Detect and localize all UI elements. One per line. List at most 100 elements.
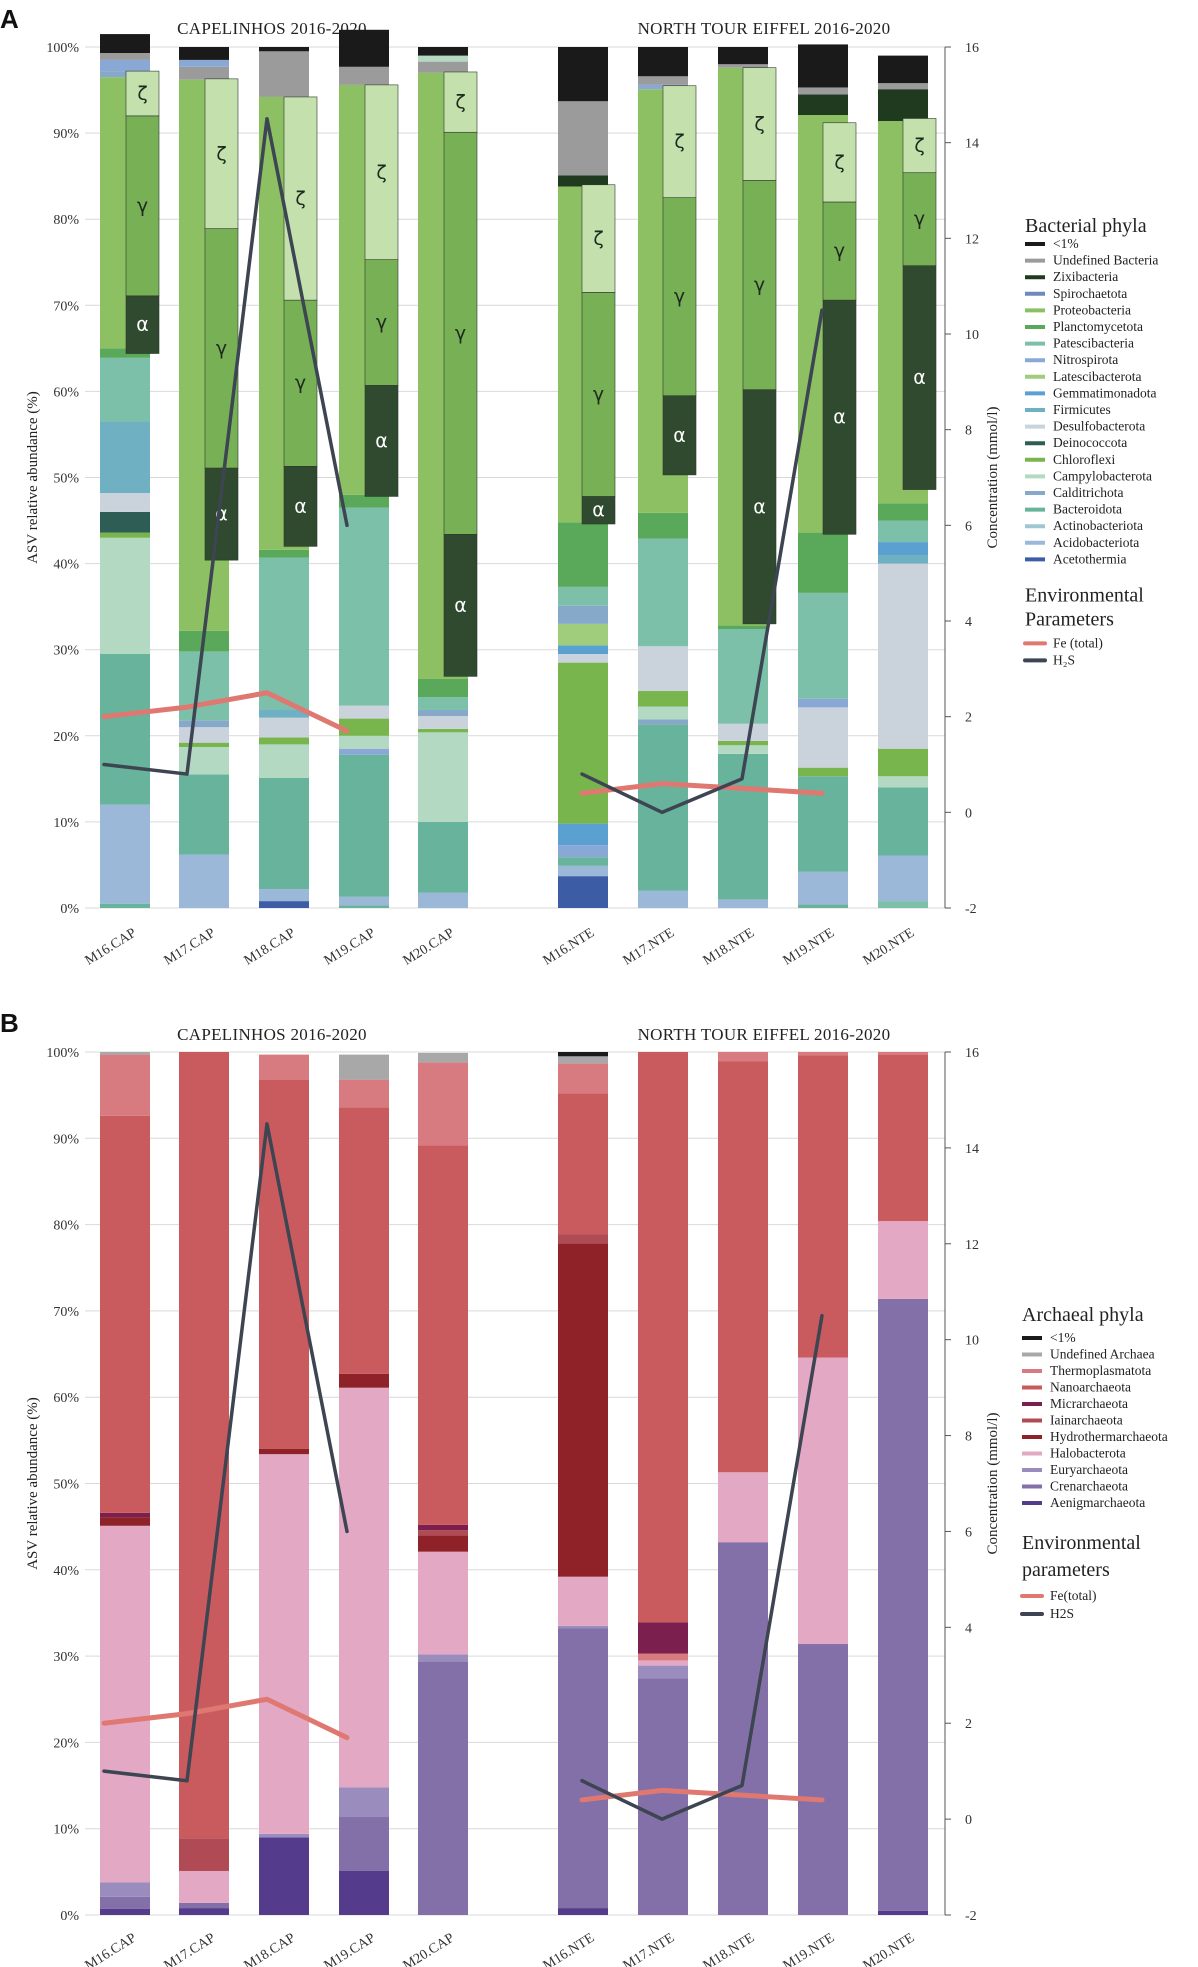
class-segment xyxy=(125,70,160,117)
proteobacteria-classes: α γ ζ xyxy=(662,85,697,476)
y2-tick-label: 12 xyxy=(965,232,979,247)
bar-segment xyxy=(558,101,608,176)
class-label: γ xyxy=(137,195,148,217)
class-label: ζ xyxy=(455,91,465,113)
bar-segment xyxy=(100,34,150,54)
bar-segment xyxy=(339,748,389,755)
class-label: γ xyxy=(455,322,466,344)
bar-segment xyxy=(339,754,389,897)
class-segment xyxy=(581,184,616,293)
legend-label: Acidobacteriota xyxy=(1053,535,1139,550)
group-title: NORTH TOUR EIFFEL 2016-2020 xyxy=(638,1025,891,1044)
panel-letter: B xyxy=(0,1008,19,1038)
bar-segment xyxy=(418,697,468,710)
bar-segment xyxy=(638,1678,688,1915)
bar-segment xyxy=(100,1115,150,1513)
bar-segment xyxy=(259,1448,309,1455)
bar-segment xyxy=(259,709,309,718)
bar-segment xyxy=(878,1221,928,1299)
y-tick-label: 20% xyxy=(53,1736,79,1751)
y-tick-label: 70% xyxy=(53,299,79,314)
bar-segment xyxy=(558,605,608,624)
bar-segment xyxy=(798,707,848,768)
class-segment xyxy=(283,466,318,547)
bar-segment xyxy=(558,522,608,587)
y-axis-label: ASV relative abundance (%) xyxy=(25,1397,41,1570)
class-label: γ xyxy=(914,208,925,230)
bar-segment xyxy=(878,1052,928,1055)
y2-tick-label: 16 xyxy=(965,1046,979,1061)
bar-segment xyxy=(339,1787,389,1817)
bar-segment xyxy=(558,662,608,824)
y-tick-label: 100% xyxy=(46,41,79,56)
x-tick-label: M18.NTE xyxy=(701,1931,757,1967)
bar-segment xyxy=(558,1052,608,1057)
legend-label: Thermoplasmatota xyxy=(1050,1363,1151,1378)
bar-m16-cap xyxy=(100,1052,150,1915)
class-label: α xyxy=(375,430,388,452)
bar-segment xyxy=(558,175,608,187)
legend-label: Euryarchaeota xyxy=(1050,1462,1128,1477)
bar-segment xyxy=(558,47,608,102)
series-line xyxy=(579,781,825,796)
bar-segment xyxy=(638,76,688,85)
bar-segment xyxy=(878,776,928,788)
bar-segment xyxy=(100,1525,150,1883)
class-segment xyxy=(581,292,616,497)
y2-tick-label: 12 xyxy=(965,1238,979,1253)
class-segment xyxy=(443,131,478,535)
bar-segment xyxy=(418,55,468,62)
class-label: α xyxy=(294,495,307,517)
bar-segment xyxy=(339,66,389,85)
bar-segment xyxy=(100,903,150,908)
bar-segment xyxy=(259,737,309,745)
class-label: ζ xyxy=(834,151,844,173)
y-tick-label: 20% xyxy=(53,730,79,745)
bar-segment xyxy=(798,767,848,777)
bar-segment xyxy=(718,1052,768,1062)
bar-segment xyxy=(339,494,389,508)
proteobacteria-classes: α γ ζ xyxy=(443,71,478,677)
bar-segment xyxy=(418,1661,468,1915)
bar-segment xyxy=(878,787,928,856)
bar-segment xyxy=(878,748,928,777)
legend-label: Undefined Bacteria xyxy=(1053,253,1158,268)
bar-segment xyxy=(718,625,768,630)
panel-letter: A xyxy=(0,4,19,34)
bar-m19-nte xyxy=(798,1052,848,1915)
class-label: α xyxy=(833,406,846,428)
class-segment xyxy=(902,172,937,266)
bar-segment xyxy=(558,1234,608,1244)
bar-segment xyxy=(638,890,688,908)
bar-segment xyxy=(100,1896,150,1909)
bar-segment xyxy=(878,1298,928,1911)
series-line xyxy=(579,1787,825,1803)
bar-segment xyxy=(100,421,150,493)
class-label: α xyxy=(673,424,686,446)
x-tick-label: M16.NTE xyxy=(541,926,597,969)
series-line xyxy=(580,308,824,815)
class-segment xyxy=(283,299,318,467)
class-segment xyxy=(283,96,318,301)
y2-tick-label: 0 xyxy=(965,806,972,821)
class-segment xyxy=(204,78,239,229)
y-tick-label: 70% xyxy=(53,1305,79,1320)
x-tick-label: M18.NTE xyxy=(701,926,757,969)
proteobacteria-classes: α γ ζ xyxy=(364,84,399,497)
bar-segment xyxy=(418,1524,468,1531)
legend-label: Aenigmarchaeota xyxy=(1050,1495,1145,1510)
legend-label: Zixibacteria xyxy=(1053,269,1118,284)
y-tick-label: 0% xyxy=(60,1909,79,1924)
bar-segment xyxy=(638,1660,688,1666)
bar-segment xyxy=(259,777,309,890)
class-segment xyxy=(662,85,697,198)
bar-segment xyxy=(179,47,229,60)
bar-segment xyxy=(179,1052,229,1839)
bar-segment xyxy=(179,720,229,728)
bar-m18-cap xyxy=(259,1054,309,1915)
y2-tick-label: -2 xyxy=(965,902,977,917)
legend-label: Gemmatimonadota xyxy=(1053,385,1156,400)
legend-label: Calditrichota xyxy=(1053,485,1123,500)
bar-segment xyxy=(718,1542,768,1915)
bar-segment xyxy=(259,47,309,52)
